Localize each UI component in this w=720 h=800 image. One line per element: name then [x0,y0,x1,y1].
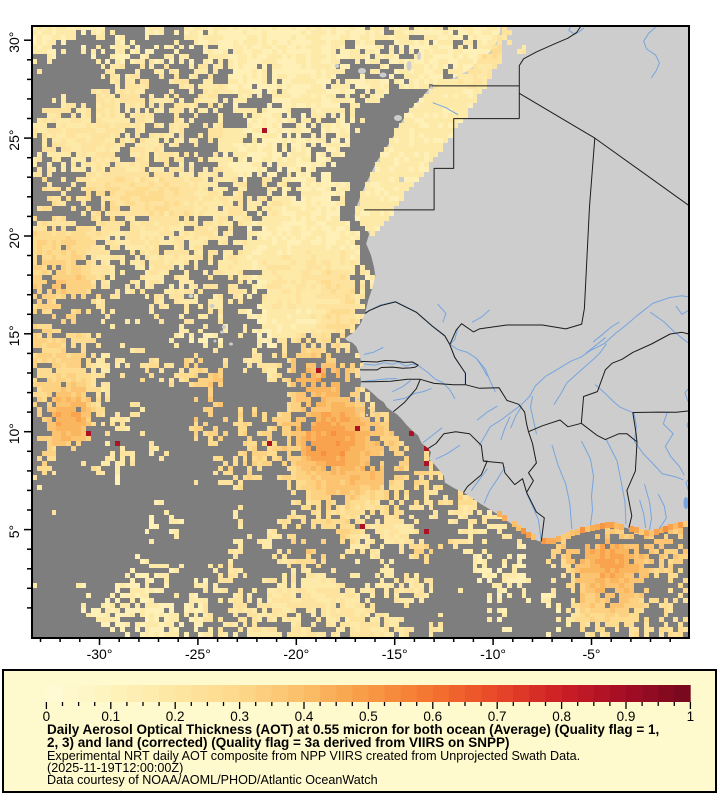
svg-text:15°: 15° [6,325,22,346]
svg-text:Daily Aerosol Optical Thicknes: Daily Aerosol Optical Thickness (AOT) at… [47,722,659,737]
svg-text:0.7: 0.7 [488,709,507,724]
svg-text:0.4: 0.4 [295,709,314,724]
svg-text:0.5: 0.5 [359,709,378,724]
svg-text:0.8: 0.8 [552,709,571,724]
svg-text:-5°: -5° [582,646,600,662]
svg-text:0.1: 0.1 [101,709,120,724]
svg-text:5°: 5° [6,525,22,538]
svg-text:-30°: -30° [87,646,113,662]
svg-text:0.9: 0.9 [617,709,636,724]
svg-text:0.3: 0.3 [230,709,249,724]
svg-text:Experimental NRT daily AOT com: Experimental NRT daily AOT composite fro… [47,749,580,763]
svg-text:0: 0 [43,709,51,724]
svg-text:2, 3) and land (corrected) (Qu: 2, 3) and land (corrected) (Quality flag… [47,735,509,750]
svg-text:-25°: -25° [185,646,211,662]
svg-text:10°: 10° [6,423,22,444]
svg-text:-15°: -15° [382,646,408,662]
svg-text:(2025-11-19T12:00:00Z): (2025-11-19T12:00:00Z) [47,761,183,775]
svg-text:-20°: -20° [283,646,309,662]
svg-text:1: 1 [687,709,695,724]
svg-text:25°: 25° [6,130,22,151]
svg-text:-10°: -10° [480,646,506,662]
svg-text:Data courtesy of NOAA/AOML/PHO: Data courtesy of NOAA/AOML/PHOD/Atlantic… [47,773,378,787]
svg-text:20°: 20° [6,227,22,248]
svg-text:0.2: 0.2 [166,709,185,724]
svg-text:0.6: 0.6 [423,709,442,724]
svg-text:30°: 30° [6,32,22,53]
